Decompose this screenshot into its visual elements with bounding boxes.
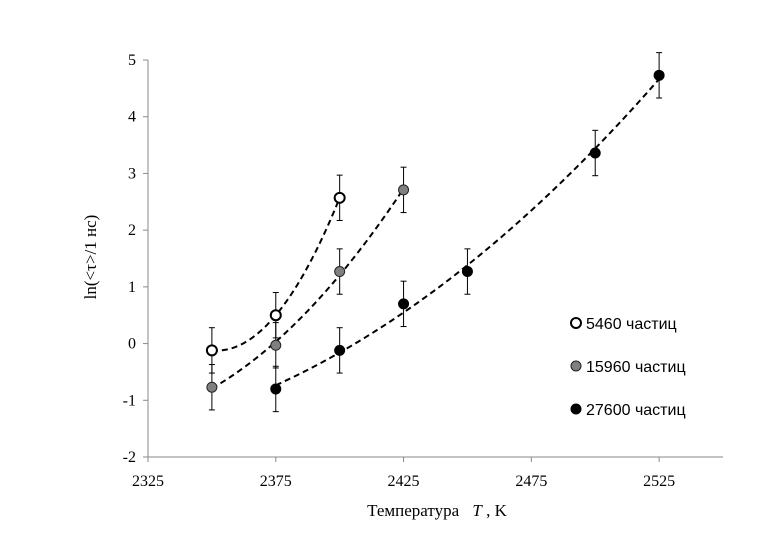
data-point — [270, 383, 282, 395]
legend-marker — [570, 317, 582, 329]
legend-marker — [570, 403, 582, 415]
legend-label: 5460 частиц — [586, 316, 677, 333]
data-point — [333, 191, 346, 204]
y-tick-label: -1 — [123, 392, 136, 409]
data-point — [269, 309, 282, 322]
data-point — [398, 184, 410, 196]
y-tick-label: 1 — [128, 279, 136, 296]
x-tick-label: 2325 — [132, 473, 164, 490]
data-point — [270, 339, 282, 351]
legend-label: 27600 частиц — [586, 402, 686, 419]
y-tick-label: 0 — [128, 336, 136, 353]
trend-curve — [275, 78, 660, 387]
x-axis-title-unit: , K — [486, 501, 508, 520]
x-tick-label: 2425 — [388, 473, 420, 490]
data-point — [653, 69, 665, 81]
y-tick-label: -2 — [123, 449, 136, 466]
legend-label: 15960 частиц — [586, 359, 686, 376]
x-tick-label: 2525 — [643, 473, 675, 490]
x-axis-title-main: Температура — [367, 501, 459, 520]
data-point — [334, 344, 346, 356]
y-axis-title: ln(<τ>/1 нс) — [81, 215, 100, 300]
x-axis: 2325 2375 2425 2475 2525 — [132, 456, 723, 490]
y-tick-label: 3 — [128, 165, 136, 182]
legend-marker — [570, 360, 582, 372]
data-point — [589, 147, 601, 159]
x-axis-title: Температура T , K — [367, 501, 508, 520]
data-point — [461, 266, 473, 278]
data-points — [205, 69, 665, 395]
y-tick-label: 4 — [128, 109, 136, 126]
x-axis-title-var: T — [472, 501, 483, 520]
error-bars — [208, 52, 663, 413]
data-point — [398, 298, 410, 310]
x-tick-label: 2475 — [515, 473, 547, 490]
y-axis: -2 -1 0 1 2 3 4 5 — [123, 52, 149, 466]
data-point — [206, 381, 218, 393]
x-tick-label: 2375 — [260, 473, 292, 490]
legend: 5460 частиц 15960 частиц 27600 частиц — [570, 316, 686, 419]
y-tick-label: 2 — [128, 222, 136, 239]
trend-curve — [211, 188, 405, 390]
y-tick-label: 5 — [128, 52, 136, 69]
data-point — [205, 344, 218, 357]
data-point — [334, 266, 346, 278]
